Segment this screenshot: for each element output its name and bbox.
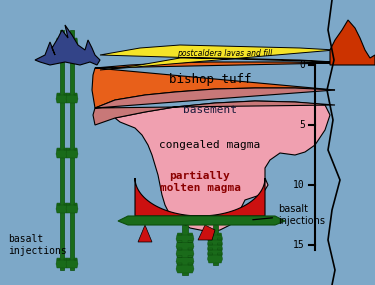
Polygon shape [207, 238, 222, 248]
Polygon shape [56, 148, 68, 158]
Polygon shape [176, 241, 194, 251]
Polygon shape [330, 20, 375, 65]
Text: 5: 5 [299, 120, 305, 130]
Polygon shape [176, 255, 194, 266]
Text: basement: basement [183, 105, 237, 115]
Polygon shape [176, 233, 194, 243]
Polygon shape [93, 88, 335, 125]
Polygon shape [213, 225, 217, 265]
Polygon shape [198, 225, 215, 240]
Text: 0: 0 [299, 60, 305, 70]
Polygon shape [70, 30, 74, 270]
Polygon shape [66, 148, 78, 158]
Polygon shape [35, 25, 100, 65]
Polygon shape [176, 248, 194, 258]
Polygon shape [176, 263, 194, 273]
Polygon shape [66, 38, 78, 48]
Polygon shape [56, 93, 68, 103]
Polygon shape [56, 38, 68, 48]
Polygon shape [56, 258, 68, 268]
Polygon shape [60, 30, 64, 270]
Polygon shape [66, 258, 78, 268]
Polygon shape [207, 253, 222, 263]
Polygon shape [66, 93, 78, 103]
Polygon shape [207, 243, 222, 253]
Polygon shape [92, 62, 335, 108]
Polygon shape [325, 0, 375, 285]
Polygon shape [118, 216, 285, 225]
Polygon shape [207, 248, 222, 258]
Text: 10: 10 [293, 180, 305, 190]
Polygon shape [135, 178, 265, 216]
Text: congealed magma: congealed magma [159, 140, 261, 150]
Text: partially
molten magma: partially molten magma [159, 171, 240, 193]
Text: 15: 15 [293, 240, 305, 250]
Polygon shape [66, 203, 78, 213]
Polygon shape [115, 101, 330, 232]
Text: postcaldera lavas and fill: postcaldera lavas and fill [177, 50, 273, 58]
Polygon shape [207, 233, 222, 243]
Text: bishop tuff: bishop tuff [169, 74, 251, 87]
Polygon shape [56, 203, 68, 213]
Text: basalt
injections: basalt injections [253, 204, 325, 226]
Polygon shape [182, 225, 188, 275]
Polygon shape [100, 45, 335, 70]
Polygon shape [138, 225, 152, 242]
Text: basalt
injections: basalt injections [8, 234, 67, 256]
